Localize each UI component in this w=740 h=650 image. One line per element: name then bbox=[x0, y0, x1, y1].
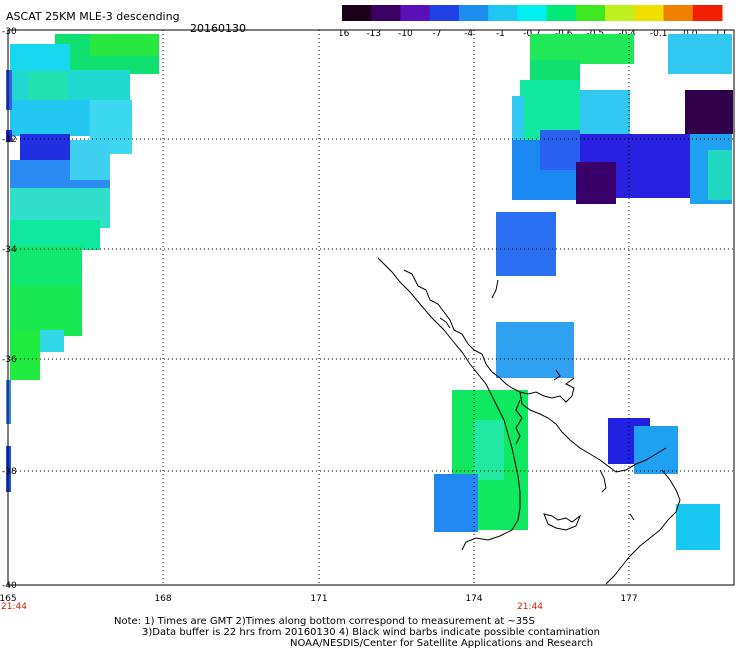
note-line-3: NOAA/NESDIS/Center for Satellite Applica… bbox=[290, 638, 594, 649]
swath-right bbox=[434, 34, 733, 550]
colorbar-cell bbox=[546, 5, 577, 21]
colorbar-cell bbox=[575, 5, 606, 21]
coastline bbox=[377, 257, 681, 585]
colorbar-label: -7 bbox=[433, 29, 442, 39]
time-labels: 21:44 21:44 bbox=[1, 602, 543, 612]
note-line-1: Note: 1) Times are GMT 2)Times along bot… bbox=[114, 616, 535, 627]
colorbar-label: -10 bbox=[398, 29, 413, 39]
note-line-2: 3)Data buffer is 22 hrs from 20160130 4)… bbox=[142, 627, 600, 638]
colorbar-cell bbox=[605, 5, 635, 21]
x-tick-label: 165 bbox=[0, 594, 17, 604]
colorbar-cell bbox=[634, 5, 665, 21]
y-tick-label: -36 bbox=[2, 355, 17, 365]
colorbar-cell bbox=[400, 5, 431, 21]
map-frame bbox=[7, 29, 735, 586]
x-tick-labels: 165 168 171 174 177 bbox=[0, 594, 638, 604]
colorbar-cell bbox=[692, 5, 723, 21]
colorbar-cell bbox=[429, 5, 460, 21]
colorbar-cell bbox=[663, 5, 694, 21]
colorbar-cell bbox=[517, 5, 548, 21]
swath-left bbox=[6, 34, 159, 492]
colorbar-cell bbox=[458, 5, 489, 21]
swath-map: 165 168 171 174 177 -30 -32 -34 -36 -38 -40 21:44… bbox=[0, 27, 735, 612]
y-tick-label: -40 bbox=[2, 581, 17, 591]
y-tick-label: -34 bbox=[2, 245, 17, 255]
y-tick-label: -32 bbox=[2, 135, 17, 145]
colorbar-label: -16 bbox=[340, 29, 350, 39]
colorbar-label: -4 bbox=[464, 29, 473, 39]
y-tick-label: -38 bbox=[2, 467, 17, 477]
grid bbox=[8, 30, 734, 585]
x-tick-label: 174 bbox=[465, 594, 482, 604]
colorbar-label: -13 bbox=[366, 29, 381, 39]
y-tick-labels: -30 -32 -34 -36 -38 -40 bbox=[2, 27, 17, 591]
colorbar-cell bbox=[488, 5, 518, 21]
x-tick-label: 171 bbox=[310, 594, 327, 604]
x-tick-label: 177 bbox=[620, 594, 637, 604]
date-label: 20160130 bbox=[190, 22, 246, 35]
y-tick-label: -30 bbox=[2, 27, 17, 37]
time-label: 21:44 bbox=[517, 602, 543, 612]
x-tick-label: 168 bbox=[154, 594, 171, 604]
colorbar-label: -1 bbox=[496, 29, 505, 39]
time-label: 21:44 bbox=[1, 602, 27, 612]
colorbar-cell bbox=[342, 5, 372, 21]
colorbar-label: -0.1 bbox=[650, 29, 668, 39]
colorbar-cell bbox=[371, 5, 401, 21]
chart-title: ASCAT 25KM MLE-3 descending bbox=[6, 10, 180, 23]
